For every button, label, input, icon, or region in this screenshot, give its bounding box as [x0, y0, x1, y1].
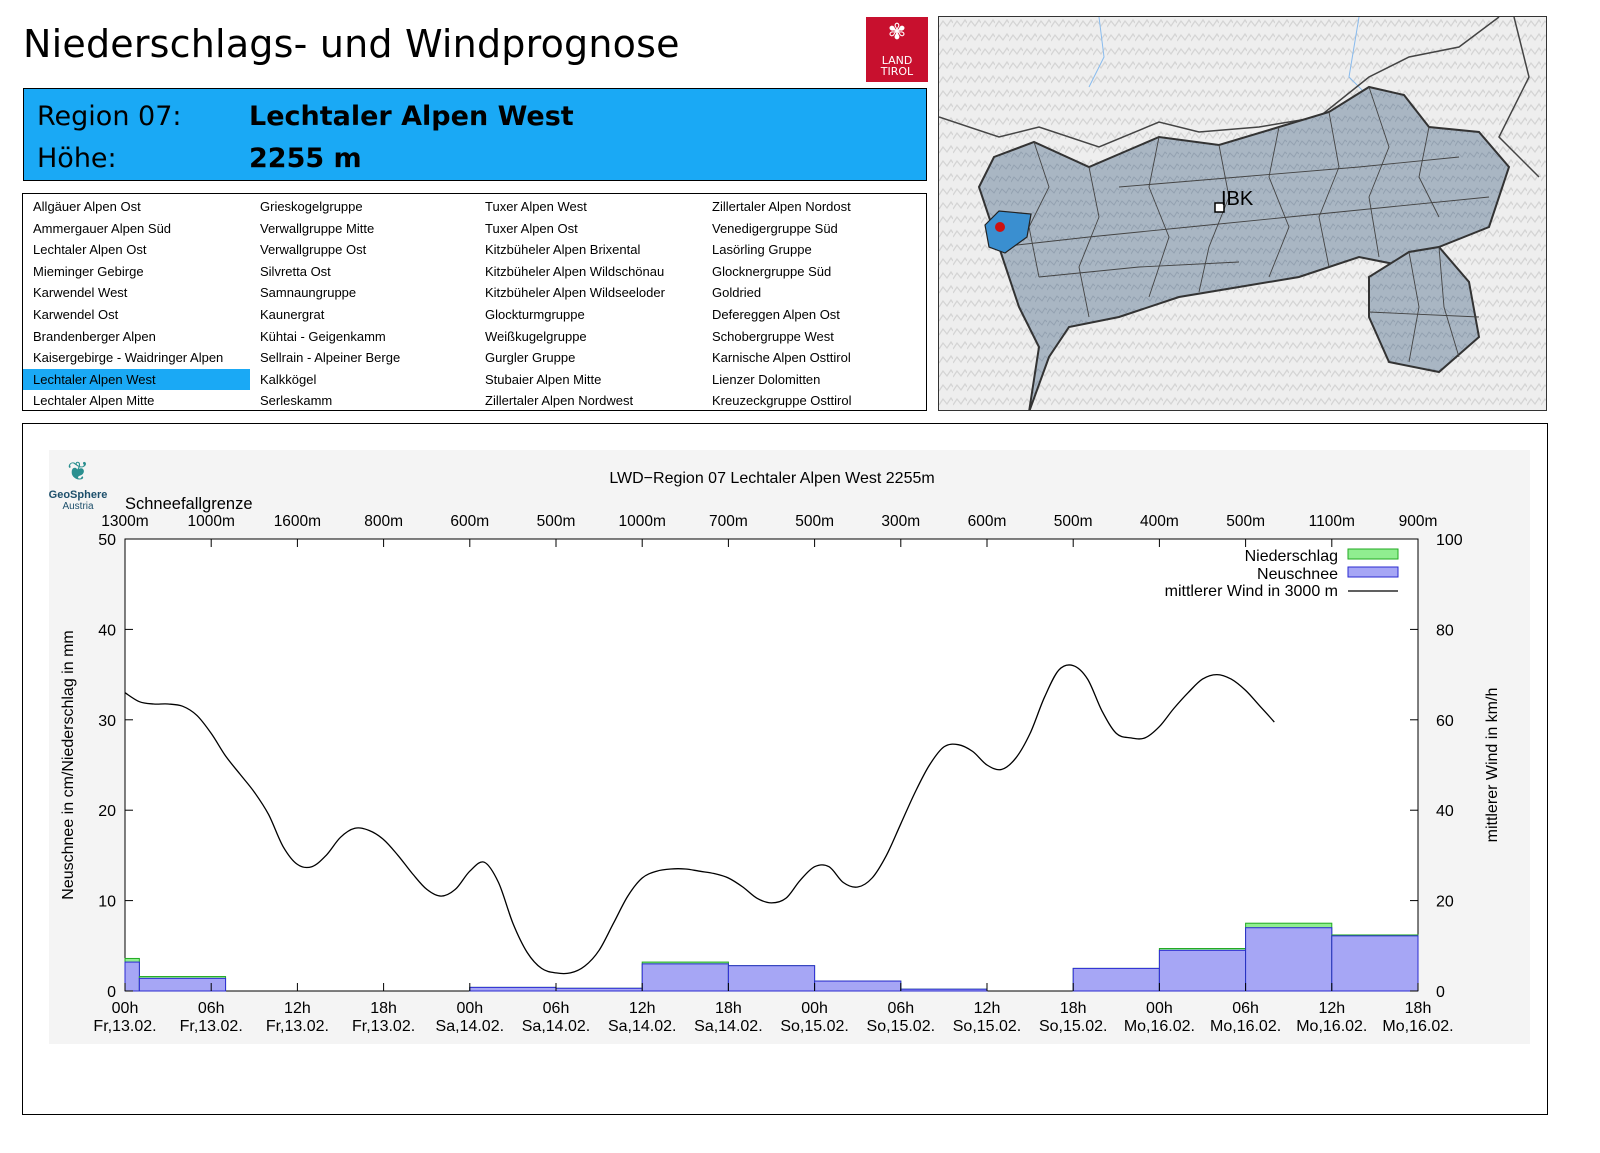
region-list-item[interactable]: Weißkugelgruppe: [485, 328, 587, 344]
region-list-item[interactable]: Lasörling Gruppe: [712, 242, 812, 258]
geosphere-icon: ❦: [67, 456, 89, 486]
region-list-item[interactable]: Ammergauer Alpen Süd: [33, 220, 172, 236]
region-list-item[interactable]: Karnische Alpen Osttirol: [712, 350, 851, 366]
region-list-item[interactable]: Lechtaler Alpen West: [23, 368, 250, 391]
region-list-item[interactable]: Verwallgruppe Ost: [260, 242, 367, 258]
chart-panel: [49, 450, 1530, 1044]
region-list-item[interactable]: Gurgler Gruppe: [485, 350, 576, 366]
page-title: Niederschlags- und Windprognose: [23, 22, 680, 66]
region-list-item[interactable]: Allgäuer Alpen Ost: [33, 199, 141, 214]
logo-line1: LAND: [881, 54, 913, 67]
city-label: IBK: [1221, 188, 1254, 210]
region-list-item[interactable]: Goldried: [712, 285, 762, 301]
region-list-item[interactable]: Kalkkögel: [260, 371, 317, 387]
land-tirol-logo: ✾ LAND TIROL: [866, 17, 928, 82]
provider-country: Austria: [62, 501, 94, 512]
region-column: Grieskogelgruppe Verwallgruppe Mitte Verwa…: [250, 196, 477, 412]
region-list-item[interactable]: Defereggen Alpen Ost: [712, 306, 840, 322]
logo-line2: TIROL: [880, 65, 914, 78]
chart-frame: [22, 423, 1548, 1115]
region-column: Allgäuer Alpen Ost Ammergauer Alpen Süd Le…: [23, 196, 250, 412]
region-list-item[interactable]: Sellrain - Alpeiner Berge: [260, 350, 401, 366]
region-list-item[interactable]: Zillertaler Alpen Nordost: [712, 199, 851, 214]
region-list-item[interactable]: Kaunergrat: [260, 306, 325, 322]
region-list-item[interactable]: Serleskamm: [260, 393, 333, 409]
region-list-item[interactable]: Kühtai - Geigenkamm: [260, 328, 386, 344]
geosphere-logo: ❦ GeoSphere Austria: [46, 453, 110, 513]
region-column: Tuxer Alpen West Tuxer Alpen Ost Kitzbühel…: [475, 196, 702, 412]
region-name: Lechtaler Alpen West: [249, 101, 574, 132]
region-map[interactable]: IBK: [938, 16, 1547, 411]
region-list-item[interactable]: Verwallgruppe Mitte: [260, 220, 375, 236]
region-header: Region 07: Lechtaler Alpen West Höhe: 22…: [23, 88, 927, 181]
region-list-item[interactable]: Lechtaler Alpen Ost: [33, 242, 147, 258]
region-list: Allgäuer Alpen Ost Ammergauer Alpen Süd Le…: [22, 193, 927, 411]
eagle-icon: ✾: [887, 19, 907, 44]
region-list-item[interactable]: Kitzbüheler Alpen Brixental: [485, 242, 641, 258]
tirol-east: [1368, 245, 1481, 374]
location-marker: [995, 222, 1005, 232]
region-borders: [998, 86, 1490, 318]
region-list-item[interactable]: Tuxer Alpen Ost: [485, 220, 578, 236]
height-value: 2255 m: [249, 143, 362, 174]
region-list-item[interactable]: Glocknergruppe Süd: [712, 263, 832, 279]
region-list-item[interactable]: Silvretta Ost: [260, 263, 331, 279]
country-border: [939, 17, 1500, 148]
region-list-item[interactable]: Karwendel West: [33, 285, 128, 301]
region-list-item[interactable]: Grieskogelgruppe: [260, 199, 363, 214]
region-list-item[interactable]: Glockturmgruppe: [485, 306, 585, 322]
region-list-item[interactable]: Karwendel Ost: [33, 306, 119, 322]
selected-region[interactable]: [984, 210, 1032, 254]
height-label: Höhe:: [37, 143, 117, 174]
region-list-item[interactable]: Tuxer Alpen West: [485, 199, 587, 214]
region-list-item[interactable]: Kreuzeckgruppe Osttirol: [712, 393, 852, 409]
map-svg: IBK: [939, 17, 1546, 410]
region-list-item[interactable]: Kaisergebirge - Waidringer Alpen: [33, 350, 224, 366]
region-list-item[interactable]: Venedigergruppe Süd: [712, 220, 838, 236]
region-list-item[interactable]: Lechtaler Alpen Mitte: [33, 393, 155, 409]
region-label: Region 07:: [37, 101, 182, 132]
country-border: [1498, 17, 1540, 178]
tirol-north: [977, 85, 1511, 410]
region-list-item[interactable]: Samnaungruppe: [260, 285, 357, 301]
region-list-item[interactable]: Brandenberger Alpen: [33, 328, 156, 344]
region-list-item[interactable]: Stubaier Alpen Mitte: [485, 371, 602, 387]
region-list-item[interactable]: Kitzbüheler Alpen Wildseeloder: [485, 285, 665, 301]
city-marker: [1214, 202, 1225, 213]
region-list-item[interactable]: Lienzer Dolomitten: [712, 371, 821, 387]
provider-name: GeoSphere: [48, 489, 108, 501]
region-list-item[interactable]: Kitzbüheler Alpen Wildschönau: [485, 263, 665, 279]
region-list-item[interactable]: Schobergruppe West: [712, 328, 834, 344]
region-column: Zillertaler Alpen Nordost Venedigergruppe…: [702, 196, 929, 412]
region-list-item[interactable]: Mieminger Gebirge: [33, 263, 144, 279]
region-list-item[interactable]: Zillertaler Alpen Nordwest: [485, 393, 634, 409]
